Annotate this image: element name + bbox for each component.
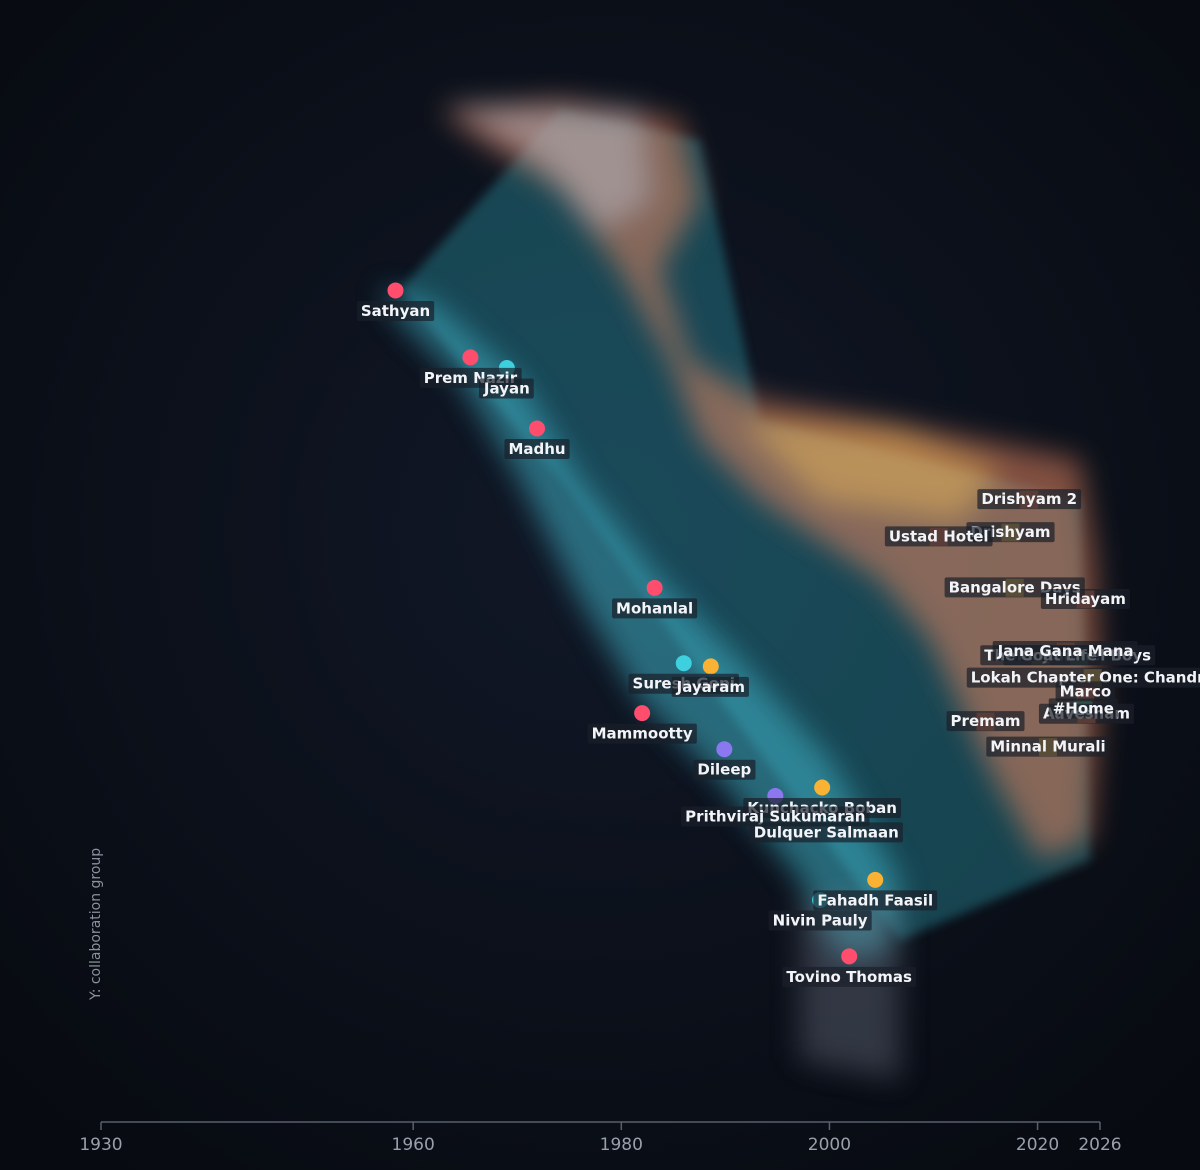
label-background: [1040, 588, 1130, 609]
label-background: [992, 641, 1138, 662]
node-label: Ustad Hotel: [889, 527, 989, 545]
node-label-group: Mammootty: [587, 723, 697, 744]
x-tick-label: 2020: [1016, 1135, 1059, 1155]
actor-node: [716, 741, 733, 758]
node-label-group: Dileep: [693, 759, 756, 780]
label-background: [813, 890, 938, 911]
node-label: Jayaram: [676, 678, 745, 696]
node-label: Drishyam 2: [981, 490, 1077, 508]
node-label: Lokah Chapter One: Chandra: [971, 669, 1200, 687]
node-label: Sathyan: [361, 302, 430, 320]
node-label: Tovino Thomas: [786, 968, 912, 986]
label-background: [587, 723, 697, 744]
node-label-group: Jana Gana Mana: [992, 641, 1138, 662]
label-background: [986, 736, 1110, 757]
node-label-group: Tovino Thomas: [782, 966, 917, 987]
actor-node: [646, 579, 663, 596]
node-label-group: Prithviraj Sukumaran: [681, 806, 870, 827]
label-background: [1048, 698, 1118, 719]
node-label-group: Jayaram: [671, 676, 749, 697]
node-label-group: Nivin Pauly: [768, 910, 872, 931]
label-background: [1055, 681, 1116, 702]
node-label: Mammootty: [592, 725, 693, 743]
x-tick-label: 1960: [392, 1135, 435, 1155]
actor-node: [814, 779, 831, 796]
node-label-group: Dulquer Salmaan: [749, 822, 903, 843]
label-background: [478, 378, 534, 399]
node-label: Premam: [951, 712, 1021, 730]
label-background: [884, 526, 993, 547]
label-background: [356, 300, 435, 321]
node-label: Dulquer Salmaan: [754, 823, 899, 841]
connection-haze: [400, 110, 1090, 940]
actor-node: [462, 349, 479, 366]
node-label-group: Ustad Hotel: [884, 526, 993, 547]
x-tick-label: 1980: [600, 1135, 643, 1155]
node-label-group: Sathyan: [356, 300, 435, 321]
node-label-group: Premam: [946, 711, 1025, 732]
node-label: Fahadh Faasil: [817, 891, 933, 909]
node-label-group: Fahadh Faasil: [813, 890, 938, 911]
node-label: Jana Gana Mana: [997, 642, 1134, 660]
film-cloud: [440, 100, 1100, 860]
actor-node: [675, 655, 692, 672]
node-label: Minnal Murali: [990, 738, 1105, 756]
node-label-group: Mohanlal: [612, 598, 698, 619]
label-background: [977, 489, 1082, 510]
node-label: #Home: [1053, 699, 1114, 717]
label-background: [612, 598, 698, 619]
x-tick-label: 2026: [1078, 1135, 1121, 1155]
label-background: [671, 676, 749, 697]
node-label: Prithviraj Sukumaran: [685, 807, 865, 825]
node-label: Madhu: [508, 440, 565, 458]
node-label-group: Madhu: [504, 439, 570, 460]
node-label-group: Marco: [1055, 681, 1116, 702]
label-background: [681, 806, 870, 827]
actor-node: [387, 282, 404, 299]
node-label: Mohanlal: [616, 599, 693, 617]
label-background: [693, 759, 756, 780]
node-label: Jayan: [483, 379, 530, 397]
label-background: [966, 667, 1200, 688]
actor-node: [634, 705, 651, 722]
node-label-group: Lokah Chapter One: Chandra: [966, 667, 1200, 688]
y-axis-label: Y: collaboration group: [88, 848, 104, 1001]
label-background: [946, 711, 1025, 732]
label-background: [768, 910, 872, 931]
node-label: Dileep: [697, 761, 751, 779]
x-tick-label: 2000: [808, 1135, 851, 1155]
actor-node: [702, 658, 719, 675]
actor-node: [867, 871, 884, 888]
label-background: [504, 439, 570, 460]
node-label-group: #Home: [1048, 698, 1118, 719]
node-label: Hridayam: [1045, 590, 1126, 608]
node-label-group: Minnal Murali: [986, 736, 1110, 757]
actor-node: [841, 948, 858, 965]
actor-node: [529, 420, 546, 437]
label-background: [749, 822, 903, 843]
node-label-group: Jayan: [478, 378, 534, 399]
x-tick-label: 1930: [79, 1135, 122, 1155]
node-label: Marco: [1060, 682, 1112, 700]
node-label-group: Hridayam: [1040, 588, 1130, 609]
label-background: [782, 966, 917, 987]
node-label-group: Drishyam 2: [977, 489, 1082, 510]
node-label: Nivin Pauly: [773, 912, 868, 930]
